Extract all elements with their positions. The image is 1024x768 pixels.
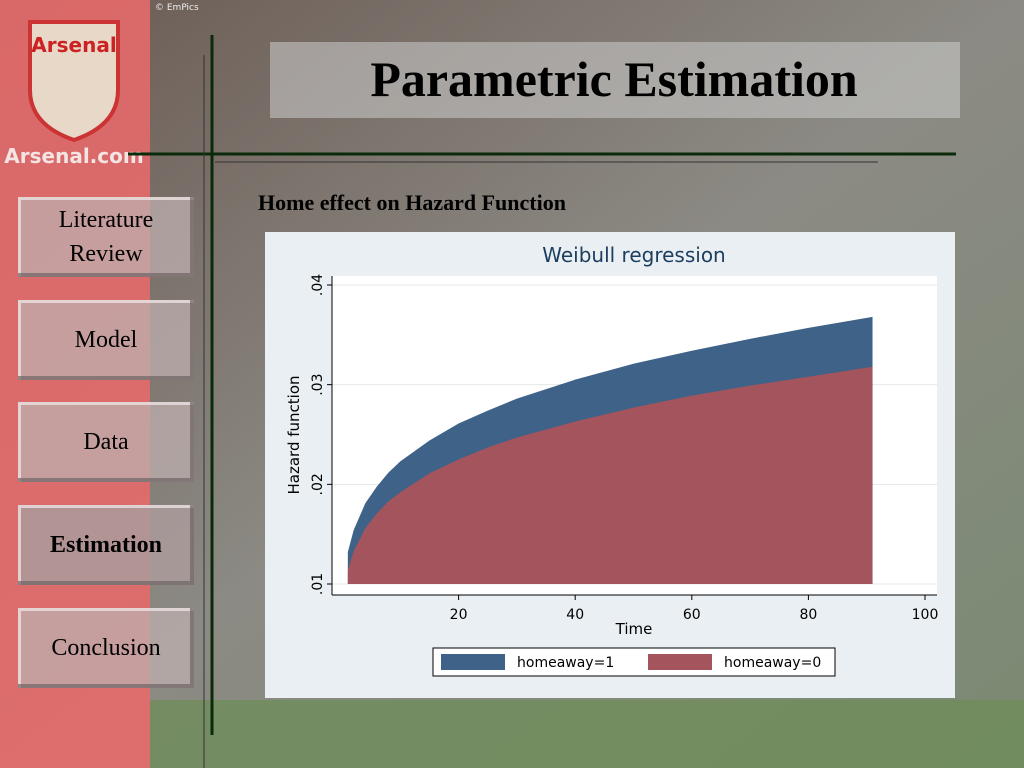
x-tick-label: 40	[566, 607, 584, 623]
slide-title: Parametric Estimation	[370, 51, 858, 107]
y-tick-label: .01	[310, 573, 326, 595]
nav-item[interactable]: Conclusion	[18, 608, 194, 688]
x-tick-label: 20	[450, 607, 468, 623]
y-tick-label: .03	[310, 374, 326, 396]
legend-label: homeaway=0	[724, 655, 821, 671]
credit: © EmPics	[155, 3, 199, 13]
logo-text: Arsenal	[31, 33, 116, 57]
nav-item[interactable]: Estimation	[18, 505, 194, 585]
y-axis-label: Hazard function	[285, 375, 303, 494]
logo-shield	[28, 20, 120, 143]
x-tick-label: 60	[683, 607, 701, 623]
legend-label: homeaway=1	[517, 655, 614, 671]
x-tick-label: 80	[799, 607, 817, 623]
chart-title: Weibull regression	[542, 243, 726, 267]
subtitle: Home effect on Hazard Function	[258, 190, 566, 215]
legend-swatch	[441, 654, 505, 670]
logo-site: Arsenal.com	[4, 144, 143, 168]
title-box	[270, 42, 960, 118]
legend-swatch	[648, 654, 712, 670]
nav-item[interactable]: Model	[18, 300, 194, 380]
x-tick-label: 100	[912, 607, 939, 623]
nav-item[interactable]: Literature Review	[18, 197, 194, 277]
x-axis-label: Time	[615, 620, 653, 638]
nav-item[interactable]: Data	[18, 402, 194, 482]
y-tick-label: .02	[310, 473, 326, 495]
y-tick-label: .04	[310, 274, 326, 296]
grass	[150, 700, 1024, 768]
area	[347, 366, 873, 584]
